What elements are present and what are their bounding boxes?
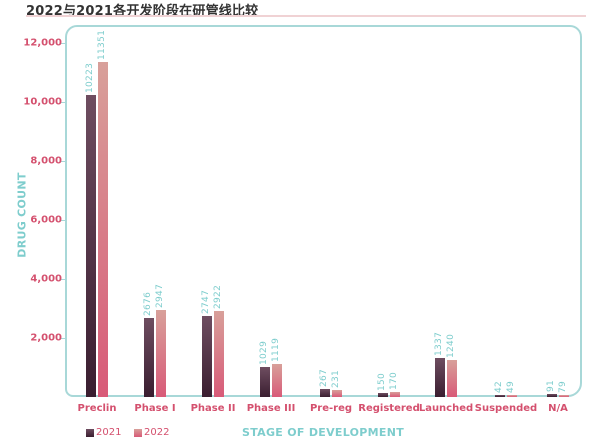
y-tick	[60, 279, 66, 280]
bar-2021-registered	[378, 392, 388, 397]
value-label: 42	[494, 380, 504, 393]
bar-2021-pre-reg	[320, 389, 330, 397]
legend-item-2021: 2021	[86, 427, 121, 438]
value-label: 150	[377, 372, 387, 391]
bar-2021-phase-iii	[260, 366, 270, 397]
value-label: 1119	[271, 337, 281, 362]
legend-item-2022: 2022	[134, 427, 169, 438]
legend-swatch-2021	[86, 428, 94, 437]
bar-2021-launched	[435, 357, 445, 397]
x-tick-label: Launched	[418, 403, 474, 414]
y-tick-label: 6,000	[30, 214, 62, 226]
x-tick-label: Preclin	[77, 403, 117, 414]
bar-2022-registered	[390, 392, 400, 397]
x-tick-label: Phase II	[190, 403, 236, 414]
value-label: 2747	[201, 289, 211, 314]
x-tick-label: N/A	[548, 403, 568, 414]
bar-2022-phase-ii	[214, 310, 224, 397]
y-tick	[60, 338, 66, 339]
y-tick-label: 8,000	[30, 155, 62, 167]
bar-2022-phase-iii	[272, 364, 282, 397]
y-tick	[60, 161, 66, 162]
bar-2021-n-a	[547, 394, 557, 397]
x-axis-title: STAGE OF DEVELOPMENT	[241, 426, 405, 439]
value-label: 10223	[85, 63, 95, 94]
x-tick-label: Phase III	[246, 403, 296, 414]
bar-2021-suspended	[495, 395, 505, 397]
value-label: 49	[506, 380, 516, 393]
y-tick-label: 12,000	[23, 37, 62, 49]
y-tick-label: 10,000	[23, 96, 62, 108]
value-label: 1337	[434, 331, 444, 356]
bar-2022-pre-reg	[332, 390, 342, 397]
bar-2022-phase-i	[156, 310, 166, 397]
legend-label-2022: 2022	[144, 427, 170, 438]
value-label: 231	[331, 370, 341, 389]
y-axis-title: DRUG COUNT	[15, 172, 29, 258]
x-tick-label: Pre-reg	[309, 403, 353, 414]
plot-frame	[65, 25, 582, 397]
y-tick-label: 4,000	[30, 273, 62, 285]
legend-label-2021: 2021	[96, 427, 122, 438]
value-label: 170	[389, 371, 399, 390]
bar-2022-launched	[447, 360, 457, 397]
value-label: 79	[558, 380, 568, 393]
bar-2021-phase-i	[144, 318, 154, 397]
value-label: 1029	[259, 340, 269, 365]
y-tick	[60, 220, 66, 221]
bar-2022-preclin	[98, 62, 108, 397]
value-label: 2922	[213, 284, 223, 309]
bar-2022-n-a	[559, 394, 569, 397]
bar-2021-phase-ii	[202, 315, 212, 397]
value-label: 1240	[446, 334, 456, 359]
x-tick-label: Phase I	[134, 403, 176, 414]
value-label: 11351	[97, 30, 107, 61]
legend-swatch-2022	[134, 428, 142, 437]
value-label: 267	[319, 369, 329, 388]
y-tick	[60, 102, 66, 103]
bar-2021-preclin	[86, 95, 96, 397]
x-tick-label: Suspended	[474, 403, 538, 414]
value-label: 91	[546, 380, 556, 393]
y-tick	[60, 43, 66, 44]
y-tick-label: 2,000	[30, 332, 62, 344]
bar-2022-suspended	[507, 395, 517, 397]
title-divider	[26, 15, 586, 17]
value-label: 2676	[143, 291, 153, 317]
value-label: 2947	[155, 283, 165, 309]
x-tick-label: Registered	[358, 403, 420, 414]
